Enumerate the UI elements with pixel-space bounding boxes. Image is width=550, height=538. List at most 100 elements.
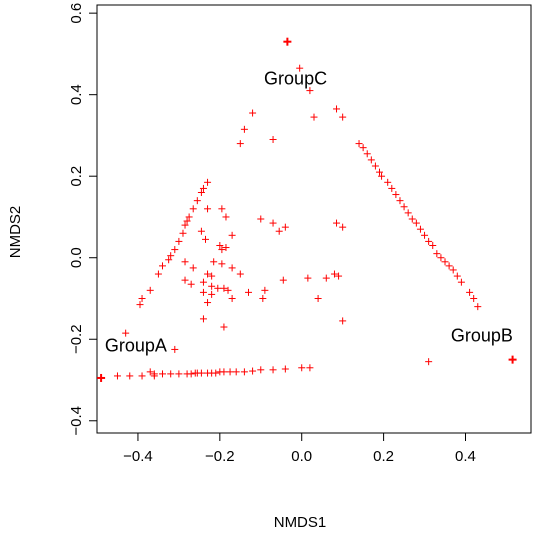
data-point (236, 270, 244, 278)
data-point (314, 294, 322, 302)
data-point (218, 246, 226, 254)
data-point (113, 372, 121, 380)
data-point (240, 125, 248, 133)
data-point (371, 162, 379, 170)
data-point (212, 369, 220, 377)
data-point (367, 156, 375, 164)
data-point (240, 368, 248, 376)
data-point (204, 299, 212, 307)
data-point (204, 205, 212, 213)
data-point (453, 272, 461, 280)
data-point (261, 286, 269, 294)
data-point (228, 231, 236, 239)
x-tick-label: −0.4 (123, 448, 153, 465)
y-tick-label: 0.0 (68, 247, 85, 268)
data-point (232, 368, 240, 376)
data-point (167, 252, 175, 260)
data-point (437, 254, 445, 262)
data-point (197, 189, 205, 197)
data-point (193, 197, 201, 205)
data-point (199, 288, 207, 296)
data-point (204, 178, 212, 186)
data-point (396, 197, 404, 205)
y-axis-title: NMDS2 (7, 206, 24, 259)
data-point (457, 278, 465, 286)
data-point (204, 270, 212, 278)
data-point (224, 286, 232, 294)
data-point (474, 303, 482, 311)
data-point (421, 231, 429, 239)
data-point (197, 369, 205, 377)
data-point (416, 225, 424, 233)
data-point (384, 178, 392, 186)
data-point (187, 280, 195, 288)
data-point (388, 184, 396, 192)
data-point (425, 237, 433, 245)
data-point (181, 221, 189, 229)
data-point (138, 372, 146, 380)
data-point (441, 258, 449, 266)
data-point (226, 368, 234, 376)
data-point (220, 368, 228, 376)
data-point (202, 235, 209, 243)
data-point (281, 365, 289, 373)
y-tick-label: 0.2 (68, 166, 85, 187)
data-point (333, 105, 341, 113)
y-tick-label: 0.4 (68, 84, 85, 105)
data-point (425, 358, 433, 366)
data-point (181, 258, 189, 266)
data-point (339, 317, 347, 325)
data-point (185, 213, 193, 221)
group-centroid-groupc (283, 37, 292, 46)
data-point (183, 217, 191, 225)
data-point (136, 301, 144, 309)
data-point (208, 282, 216, 290)
data-point (304, 274, 312, 282)
group-label-groupc: GroupC (264, 68, 327, 88)
data-point (122, 329, 130, 337)
data-point (159, 370, 167, 378)
data-point (244, 288, 252, 296)
data-point (339, 113, 347, 121)
data-point (466, 288, 474, 296)
data-point (199, 278, 207, 286)
x-axis-title: NMDS1 (274, 514, 327, 531)
x-tick-label: 0.4 (455, 448, 476, 465)
data-point (208, 272, 216, 280)
data-point (392, 191, 400, 199)
data-point (269, 219, 277, 227)
data-point (322, 274, 330, 282)
data-point (298, 364, 306, 372)
data-point (339, 223, 347, 231)
data-point (470, 294, 478, 302)
group-centroid-groupa (97, 373, 106, 382)
data-point (445, 262, 453, 270)
data-point (296, 64, 304, 72)
data-point (433, 250, 441, 258)
group-centroid-groupb (508, 355, 517, 364)
data-point (279, 276, 287, 284)
data-point (335, 272, 343, 280)
y-tick-label: −0.4 (68, 406, 85, 436)
data-point (199, 315, 207, 323)
data-point (197, 227, 205, 235)
x-tick-label: −0.2 (205, 448, 235, 465)
data-point (171, 345, 179, 353)
data-point (378, 172, 386, 180)
data-point (138, 294, 146, 302)
data-point (222, 244, 230, 252)
data-point (167, 370, 175, 378)
data-point (199, 184, 207, 192)
data-point (330, 270, 338, 278)
data-point (126, 372, 134, 380)
data-point (275, 227, 283, 235)
data-point (363, 150, 371, 158)
data-point (269, 366, 277, 374)
data-point (412, 219, 420, 227)
data-point (208, 290, 216, 298)
data-point (165, 256, 173, 264)
x-tick-label: 0.2 (373, 448, 394, 465)
data-point (175, 370, 183, 378)
data-point (228, 294, 236, 302)
data-point (181, 276, 189, 284)
